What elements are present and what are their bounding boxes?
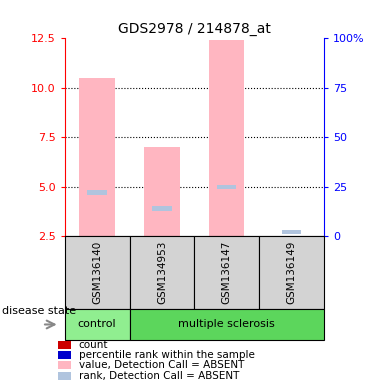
Text: GSM136140: GSM136140 [92, 241, 102, 304]
Bar [65, 236, 130, 309]
Text: GSM134953: GSM134953 [157, 241, 167, 305]
Bar [130, 309, 324, 340]
Text: rank, Detection Call = ABSENT: rank, Detection Call = ABSENT [79, 371, 239, 381]
Text: GSM136149: GSM136149 [286, 241, 296, 305]
Title: GDS2978 / 214878_at: GDS2978 / 214878_at [118, 22, 271, 36]
Text: percentile rank within the sample: percentile rank within the sample [79, 350, 255, 360]
Bar [130, 236, 194, 309]
Bar [58, 351, 71, 359]
Bar [58, 341, 71, 349]
Text: control: control [78, 319, 117, 329]
Bar [58, 361, 71, 369]
Text: count: count [79, 340, 108, 350]
Bar [282, 230, 301, 234]
Bar [209, 40, 245, 236]
Bar [144, 147, 180, 236]
Bar [65, 309, 130, 340]
Text: multiple sclerosis: multiple sclerosis [178, 319, 275, 329]
Bar [217, 185, 236, 189]
Bar [87, 190, 107, 195]
Bar [152, 206, 172, 211]
Text: disease state: disease state [2, 306, 76, 316]
Bar [259, 236, 324, 309]
Bar [58, 372, 71, 380]
Text: value, Detection Call = ABSENT: value, Detection Call = ABSENT [79, 360, 244, 370]
Bar [79, 78, 115, 236]
Text: GSM136147: GSM136147 [222, 241, 232, 305]
Bar [194, 236, 259, 309]
